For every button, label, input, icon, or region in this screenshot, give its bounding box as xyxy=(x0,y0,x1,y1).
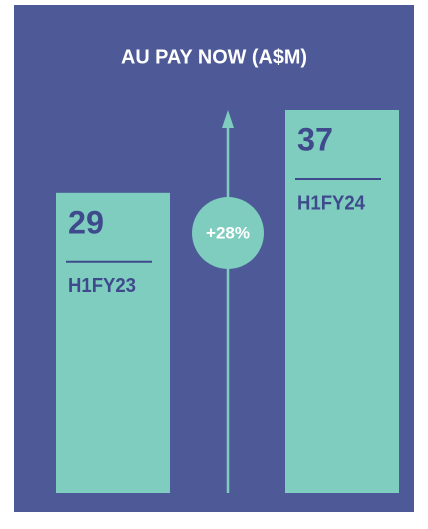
chart-title: AU PAY NOW (A$M) xyxy=(121,46,307,68)
growth-badge xyxy=(192,197,264,269)
growth-arrow-head xyxy=(222,110,234,128)
value-label: 37 xyxy=(297,121,333,157)
category-label: H1FY24 xyxy=(297,192,366,214)
category-label: H1FY23 xyxy=(68,275,136,297)
growth-annotation: +28% xyxy=(206,223,250,242)
value-label: 29 xyxy=(68,204,104,240)
bar xyxy=(285,110,399,493)
bar xyxy=(56,192,170,494)
